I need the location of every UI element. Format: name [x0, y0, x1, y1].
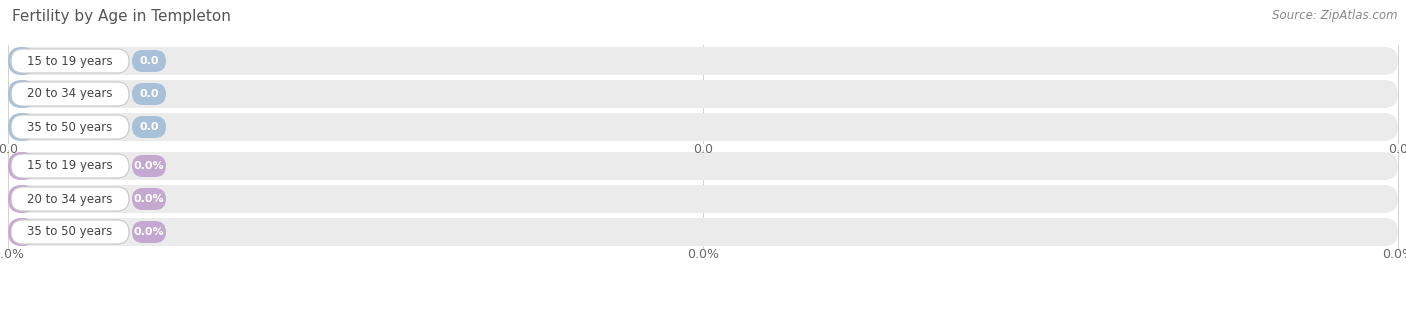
Text: 0.0%: 0.0%	[134, 194, 165, 204]
FancyBboxPatch shape	[8, 185, 1398, 213]
FancyBboxPatch shape	[11, 220, 129, 244]
FancyBboxPatch shape	[8, 80, 37, 108]
Text: 0.0%: 0.0%	[134, 161, 165, 171]
Text: 0.0%: 0.0%	[1382, 248, 1406, 261]
FancyBboxPatch shape	[11, 115, 129, 139]
Text: 20 to 34 years: 20 to 34 years	[27, 87, 112, 101]
FancyBboxPatch shape	[132, 116, 166, 138]
FancyBboxPatch shape	[8, 80, 1398, 108]
FancyBboxPatch shape	[11, 49, 129, 73]
FancyBboxPatch shape	[8, 218, 37, 246]
FancyBboxPatch shape	[8, 113, 37, 141]
Text: 35 to 50 years: 35 to 50 years	[27, 225, 112, 239]
FancyBboxPatch shape	[132, 50, 166, 72]
Text: Source: ZipAtlas.com: Source: ZipAtlas.com	[1272, 9, 1398, 22]
Text: 0.0: 0.0	[1388, 143, 1406, 156]
FancyBboxPatch shape	[11, 82, 129, 106]
Text: 0.0: 0.0	[139, 122, 159, 132]
Text: 0.0%: 0.0%	[688, 248, 718, 261]
Text: 0.0%: 0.0%	[0, 248, 24, 261]
Text: 0.0%: 0.0%	[134, 227, 165, 237]
Text: 0.0: 0.0	[139, 89, 159, 99]
Text: 20 to 34 years: 20 to 34 years	[27, 193, 112, 206]
FancyBboxPatch shape	[132, 188, 166, 210]
Text: Fertility by Age in Templeton: Fertility by Age in Templeton	[13, 9, 231, 24]
FancyBboxPatch shape	[8, 47, 37, 75]
FancyBboxPatch shape	[132, 155, 166, 177]
FancyBboxPatch shape	[11, 187, 129, 211]
FancyBboxPatch shape	[8, 47, 1398, 75]
Text: 0.0: 0.0	[139, 56, 159, 66]
FancyBboxPatch shape	[8, 113, 1398, 141]
Text: 0.0: 0.0	[0, 143, 18, 156]
FancyBboxPatch shape	[11, 154, 129, 178]
FancyBboxPatch shape	[8, 218, 1398, 246]
Text: 0.0: 0.0	[693, 143, 713, 156]
FancyBboxPatch shape	[8, 152, 1398, 180]
Text: 15 to 19 years: 15 to 19 years	[27, 55, 112, 68]
Text: 35 to 50 years: 35 to 50 years	[27, 120, 112, 133]
FancyBboxPatch shape	[132, 221, 166, 243]
FancyBboxPatch shape	[132, 83, 166, 105]
Text: 15 to 19 years: 15 to 19 years	[27, 160, 112, 172]
FancyBboxPatch shape	[8, 185, 37, 213]
FancyBboxPatch shape	[8, 152, 37, 180]
